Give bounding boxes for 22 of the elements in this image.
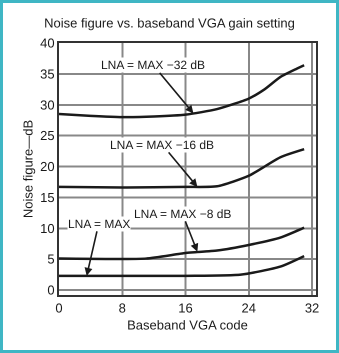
annotation: LNA = MAX −8 dB bbox=[134, 207, 232, 221]
y-tick-label: 25 bbox=[40, 128, 55, 144]
line-series bbox=[59, 254, 306, 278]
y-tick-label: 10 bbox=[40, 220, 55, 236]
y-tick-label: 15 bbox=[40, 190, 55, 205]
annotation: LNA = MAX −32 dB bbox=[101, 58, 206, 72]
y-tick-label: 35 bbox=[40, 66, 55, 82]
x-tick-label: 8 bbox=[118, 300, 126, 316]
y-tick-label: 30 bbox=[40, 97, 55, 112]
annotation: LNA = MAX bbox=[68, 217, 130, 231]
y-tick-label: 5 bbox=[47, 252, 55, 267]
annotation: LNA = MAX −16 dB bbox=[110, 138, 214, 152]
x-tick-label: 32 bbox=[304, 300, 320, 316]
y-axis-title: Noise figure—dB bbox=[20, 120, 36, 218]
line-series bbox=[59, 148, 306, 189]
y-tick-label: 0 bbox=[47, 282, 55, 298]
chart-title: Noise figure vs. baseband VGA gain setting bbox=[44, 16, 295, 31]
y-tick-label: 40 bbox=[40, 36, 55, 51]
x-axis-title: Baseband VGA code bbox=[127, 317, 248, 332]
y-tick-label: 20 bbox=[40, 159, 55, 174]
x-tick-label: 16 bbox=[178, 300, 193, 316]
x-tick-label: 24 bbox=[242, 300, 256, 316]
